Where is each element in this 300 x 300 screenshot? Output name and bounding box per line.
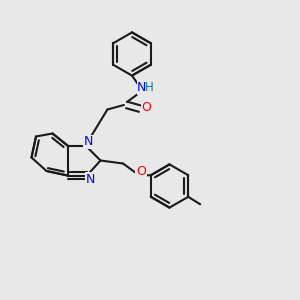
Text: H: H [144, 81, 153, 94]
Text: N: N [84, 135, 93, 148]
Text: O: O [142, 101, 151, 114]
Text: N: N [137, 81, 147, 94]
Text: N: N [85, 172, 95, 186]
Text: O: O [136, 165, 146, 178]
